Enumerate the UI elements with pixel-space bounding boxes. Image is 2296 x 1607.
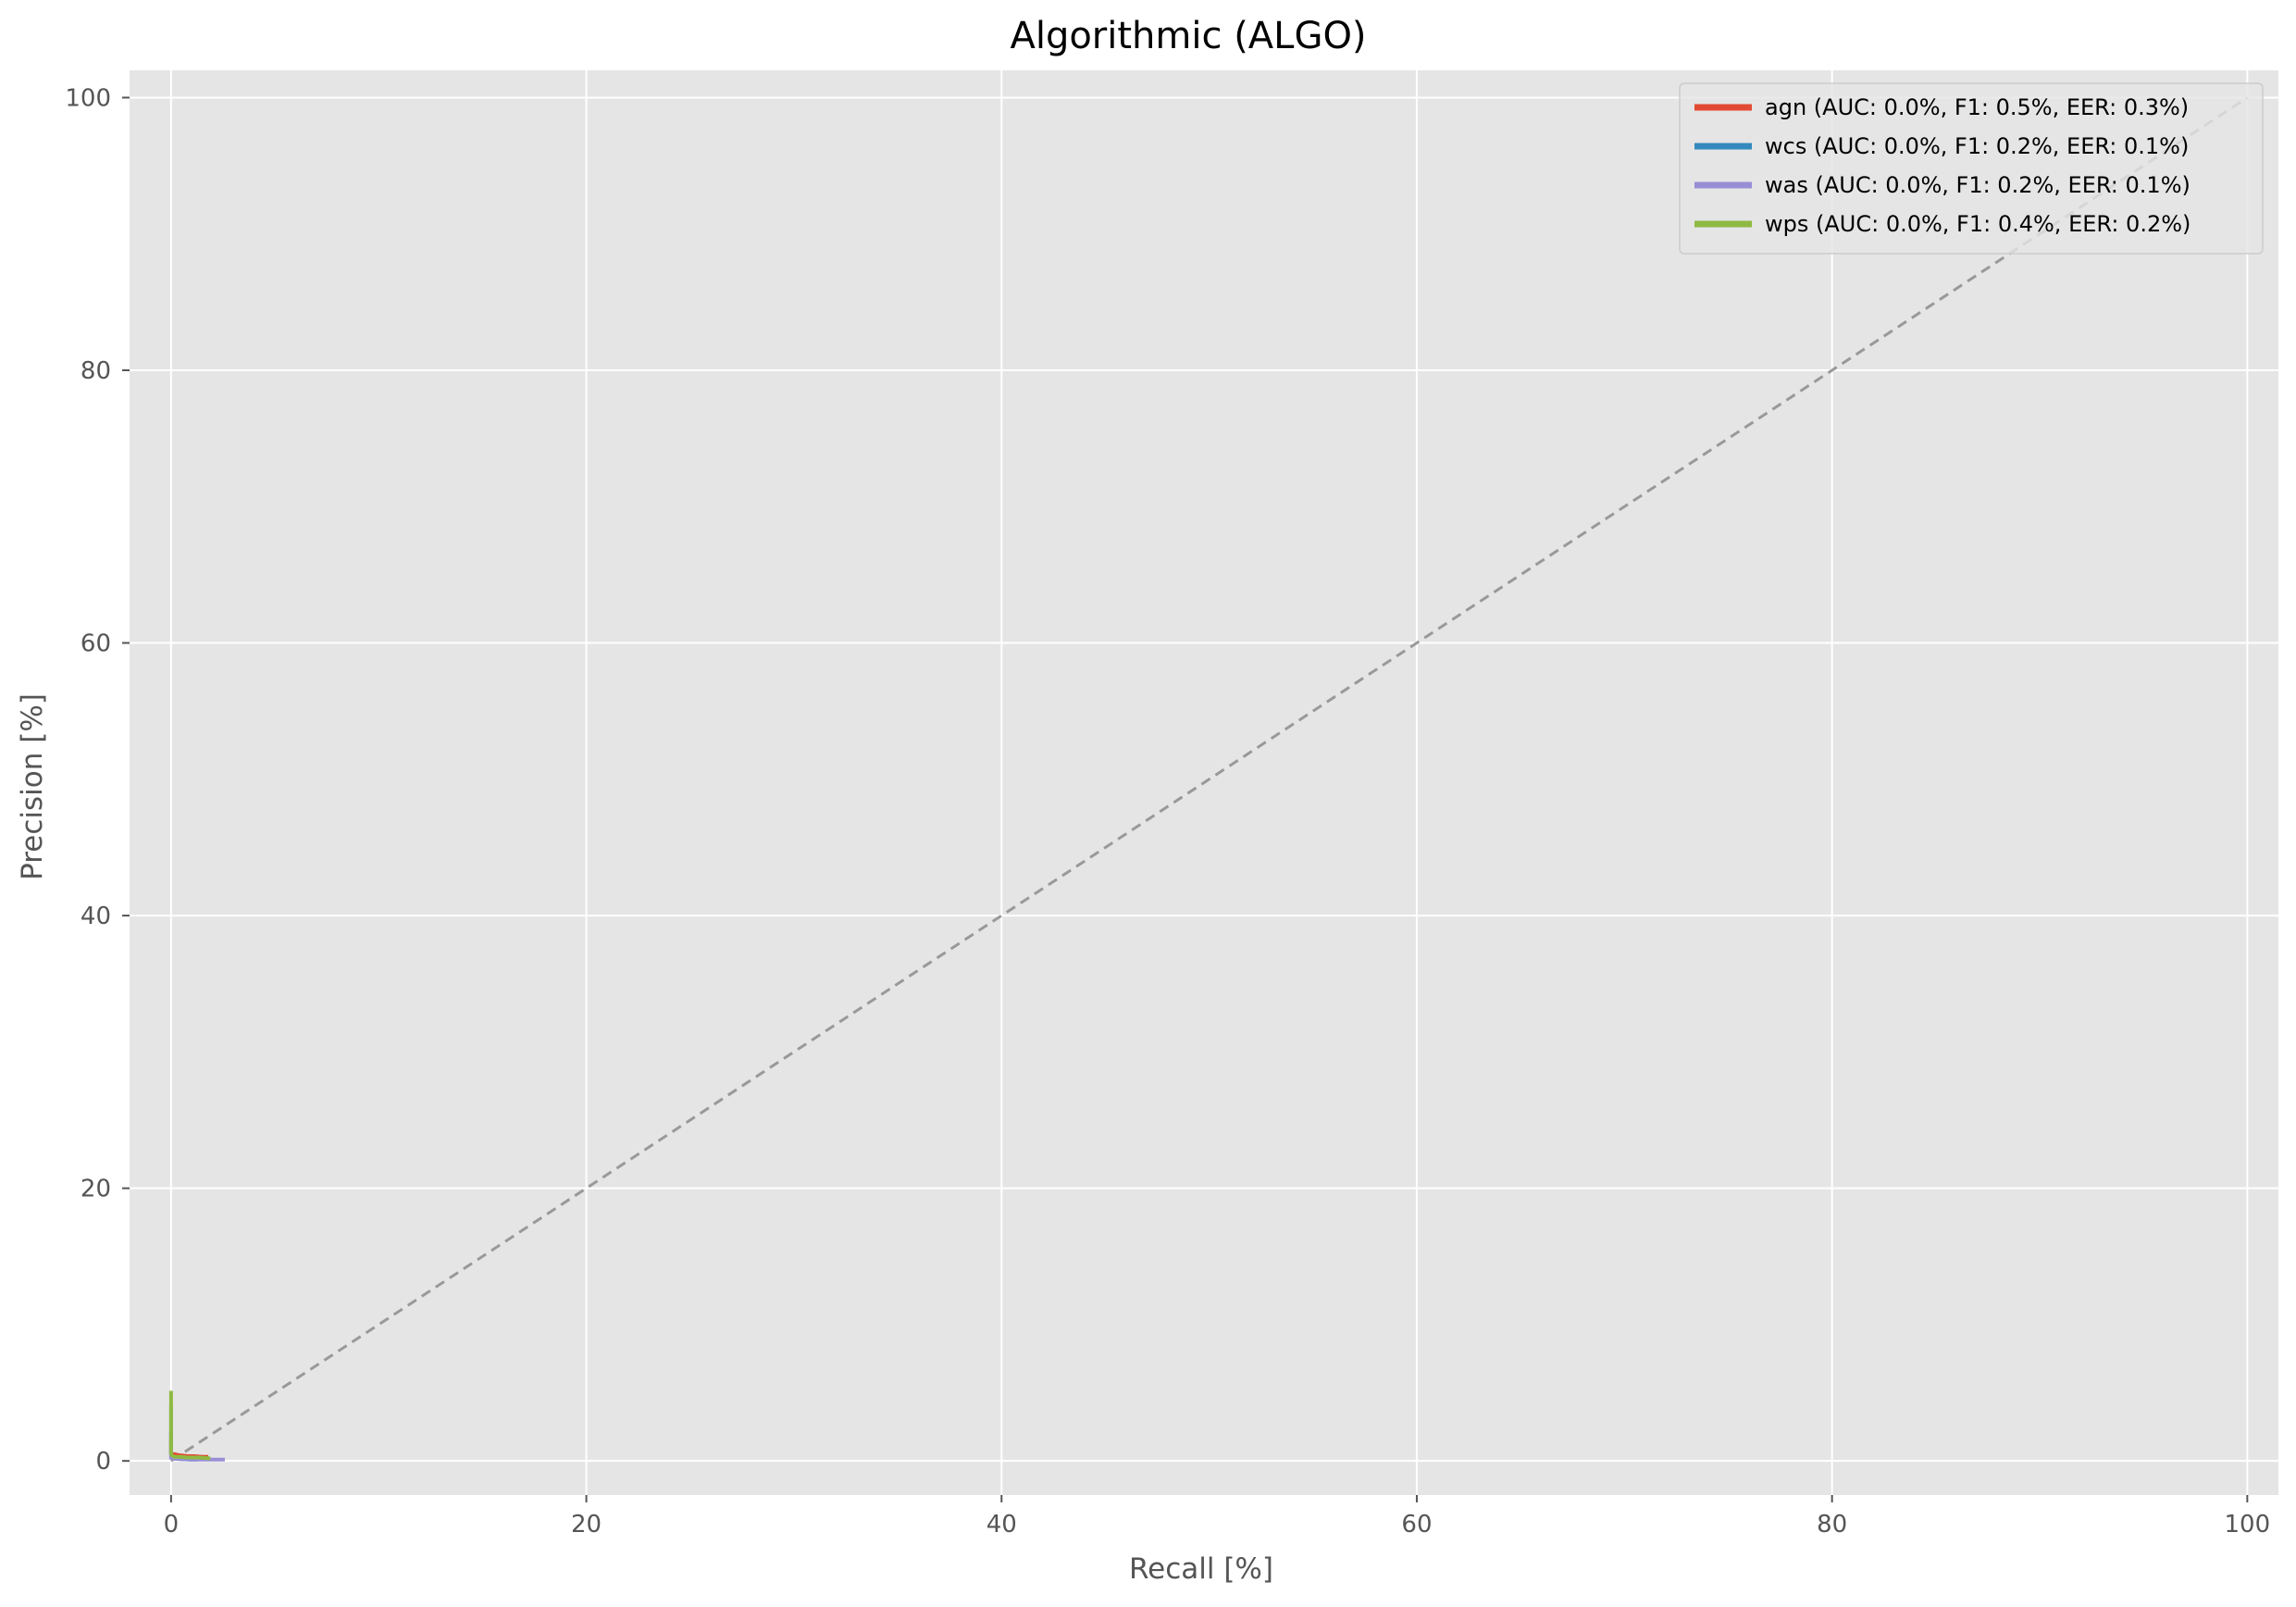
x-tick-label: 40: [987, 1511, 1017, 1538]
y-axis-label: Precision [%]: [16, 693, 49, 880]
chart-title: Algorithmic (ALGO): [1010, 15, 1366, 57]
series-line-4: [168, 1390, 211, 1461]
x-tick-label: 20: [571, 1511, 602, 1538]
y-tick-label: 100: [65, 84, 111, 112]
y-tick-label: 60: [81, 630, 111, 658]
x-axis-ticks: 0 20 40 60 80 100: [164, 1495, 2271, 1538]
legend-entry-label: wcs (AUC: 0.0%, F1: 0.2%, EER: 0.1%): [1765, 133, 2189, 159]
legend-entry-label: wps (AUC: 0.0%, F1: 0.4%, EER: 0.2%): [1765, 211, 2191, 237]
y-tick-label: 0: [95, 1448, 111, 1476]
x-tick-label: 60: [1401, 1511, 1432, 1538]
reference-diagonal-line: [170, 96, 2249, 1463]
y-tick-label: 80: [81, 357, 111, 385]
grid-lines: [130, 70, 2278, 1495]
reference-line-layer: [170, 96, 2249, 1463]
y-axis-ticks: 0 20 40 60 80 100: [65, 84, 130, 1476]
x-tick-label: 100: [2225, 1511, 2271, 1538]
y-tick-label: 20: [81, 1176, 111, 1203]
legend-entry-label: was (AUC: 0.0%, F1: 0.2%, EER: 0.1%): [1765, 172, 2191, 198]
series-layer: [168, 1390, 225, 1462]
legend: agn (AUC: 0.0%, F1: 0.5%, EER: 0.3%) wcs …: [1679, 82, 2264, 255]
x-tick-label: 0: [164, 1511, 180, 1538]
legend-box: [1679, 82, 2264, 255]
x-axis-label: Recall [%]: [1129, 1552, 1273, 1586]
x-tick-label: 80: [1817, 1511, 1847, 1538]
legend-entry-label: agn (AUC: 0.0%, F1: 0.5%, EER: 0.3%): [1765, 94, 2189, 120]
y-tick-label: 40: [81, 903, 111, 930]
